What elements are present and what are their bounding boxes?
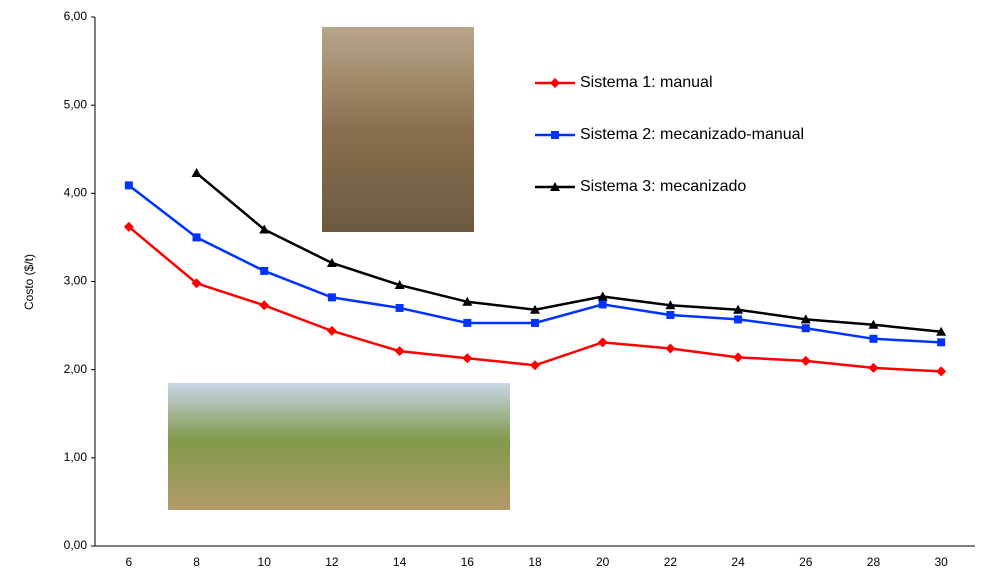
x-tick-label: 24 (731, 555, 745, 569)
y-tick-label: 4,00 (64, 186, 88, 200)
data-point (124, 181, 133, 190)
x-tick-label: 26 (799, 555, 813, 569)
data-point (394, 280, 405, 290)
legend-marker (551, 131, 559, 139)
data-point (531, 318, 539, 327)
x-tick-label: 16 (461, 555, 475, 569)
series-line (128, 184, 942, 344)
y-tick-label: 5,00 (64, 97, 88, 111)
x-tick-label: 30 (934, 555, 948, 569)
data-point (665, 343, 676, 354)
legend-label: Sistema 1: manual (580, 74, 713, 91)
series-line (128, 225, 942, 373)
y-tick-label: 3,00 (64, 274, 88, 288)
x-tick-label: 20 (596, 555, 610, 569)
x-tick-label: 14 (393, 555, 407, 569)
data-point (868, 362, 879, 373)
photo-worker (322, 27, 474, 232)
data-point (259, 224, 270, 234)
data-point (260, 266, 269, 275)
data-point (259, 300, 270, 311)
legend-marker (550, 78, 560, 88)
x-tick-label: 8 (193, 555, 200, 569)
y-tick-label: 2,00 (64, 362, 88, 376)
data-point (937, 338, 946, 347)
data-point (800, 314, 811, 324)
data-point (734, 315, 743, 324)
x-tick-label: 18 (528, 555, 542, 569)
data-point (327, 293, 336, 302)
data-point (462, 296, 473, 306)
data-point (936, 326, 947, 336)
data-point (666, 311, 675, 320)
legend-marker (550, 182, 560, 191)
y-tick-label: 6,00 (64, 9, 88, 23)
data-point (123, 221, 134, 232)
data-point (326, 257, 337, 267)
x-tick-label: 10 (258, 555, 272, 569)
photo-harvester (168, 383, 510, 510)
data-point (191, 278, 202, 289)
data-point (597, 291, 608, 301)
data-point (868, 319, 879, 329)
data-point (936, 366, 947, 377)
y-axis-label: Costo ($/t) (22, 254, 36, 310)
data-point (395, 303, 404, 312)
x-tick-label: 28 (867, 555, 881, 569)
data-point (530, 360, 540, 371)
series-line (195, 172, 942, 333)
data-point (326, 325, 337, 336)
data-point (192, 233, 201, 242)
data-point (394, 346, 405, 357)
legend-label: Sistema 3: mecanizado (580, 178, 746, 195)
data-point (191, 168, 202, 178)
x-tick-label: 6 (126, 555, 133, 569)
data-point (801, 324, 810, 333)
x-tick-label: 22 (664, 555, 678, 569)
data-point (598, 300, 607, 309)
data-point (733, 352, 744, 363)
data-point (530, 304, 540, 314)
data-point (869, 334, 878, 343)
legend-label: Sistema 2: mecanizado-manual (580, 126, 804, 143)
data-point (800, 355, 811, 366)
data-point (463, 318, 472, 327)
y-tick-label: 1,00 (64, 450, 88, 464)
data-point (733, 304, 744, 314)
data-point (597, 337, 608, 348)
y-tick-label: 0,00 (64, 538, 88, 552)
data-point (665, 300, 676, 310)
x-tick-label: 12 (325, 555, 339, 569)
data-point (462, 353, 473, 364)
